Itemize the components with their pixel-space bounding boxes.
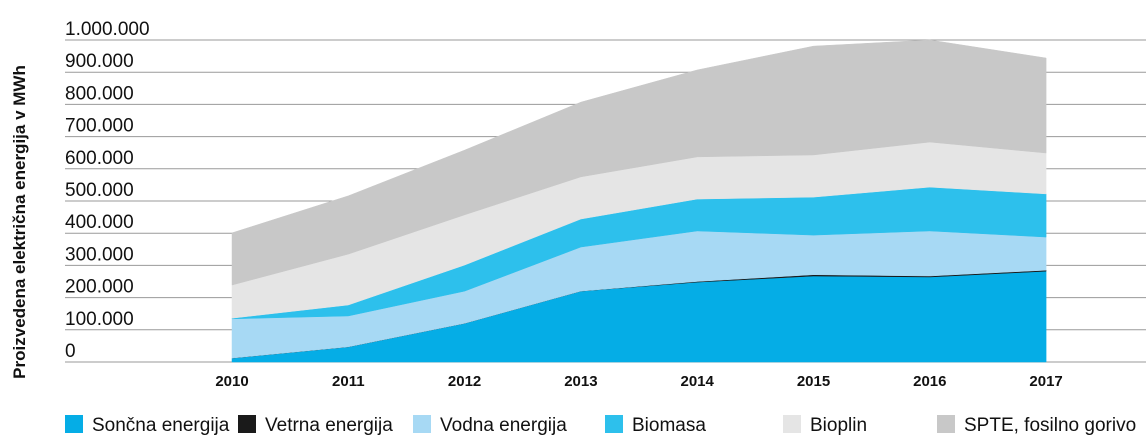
legend-swatch (65, 415, 83, 433)
y-tick-label: 900.000 (65, 51, 134, 72)
area (231, 39, 1047, 286)
x-tick-label: 2013 (564, 373, 597, 390)
x-tick-label: 2015 (797, 373, 830, 390)
x-tick-label: 2016 (913, 373, 946, 390)
y-tick-label: 300.000 (65, 244, 134, 265)
y-tick-label: 0 (65, 341, 76, 362)
legend-label: Vetrna energija (265, 415, 393, 436)
legend-label: Vodna energija (440, 415, 567, 436)
y-tick-label: 400.000 (65, 212, 134, 233)
legend-label: Bioplin (810, 415, 867, 436)
y-tick-label: 800.000 (65, 83, 134, 104)
y-tick-label: 200.000 (65, 277, 134, 298)
x-tick-label: 2010 (215, 373, 248, 390)
y-tick-label: 100.000 (65, 309, 134, 330)
legend-label: SPTE, fosilno gorivo (964, 415, 1136, 436)
x-tick-label: 2012 (448, 373, 481, 390)
x-tick-label: 2011 (332, 373, 365, 390)
legend-swatch (937, 415, 955, 433)
y-tick-label: 700.000 (65, 116, 134, 137)
legend-label: Biomasa (632, 415, 706, 436)
legend-swatch (413, 415, 431, 433)
y-axis-label: Proizvedena električna energija v MWh (10, 65, 29, 379)
y-tick-label: 1.000.000 (65, 19, 150, 40)
x-tick-label: 2014 (681, 373, 715, 390)
x-tick-label: 2017 (1029, 373, 1062, 390)
legend-swatch (238, 415, 256, 433)
legend-swatch (605, 415, 623, 433)
legend-swatch (783, 415, 801, 433)
y-tick-label: 600.000 (65, 148, 134, 169)
y-tick-label: 500.000 (65, 180, 134, 201)
legend-label: Sončna energija (92, 415, 230, 436)
